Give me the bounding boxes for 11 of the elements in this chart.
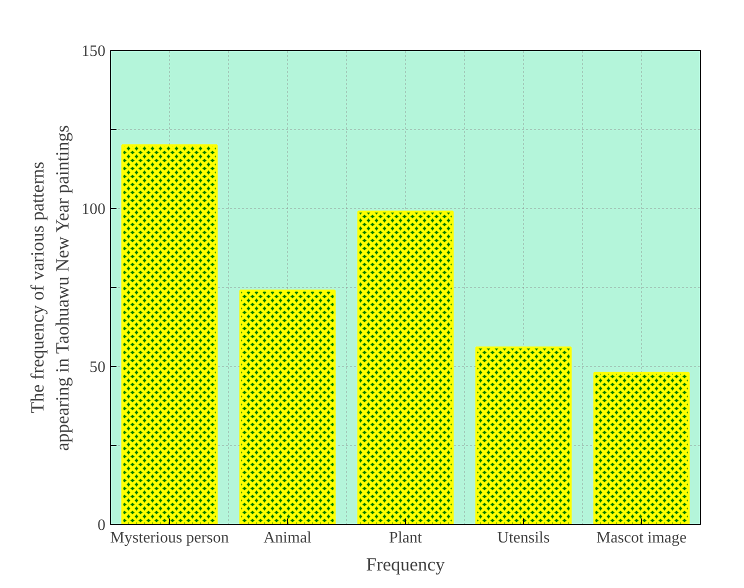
x-tick-label: Mysterious person <box>110 530 229 546</box>
x-tick-label: Plant <box>389 530 422 546</box>
y-tick-label: 0 <box>98 517 106 534</box>
y-tick-label: 50 <box>90 359 106 376</box>
x-tick-label: Mascot image <box>596 530 687 546</box>
y-tick-label: 100 <box>82 201 106 218</box>
x-tick-label: Animal <box>264 530 312 546</box>
y-axis-title: The frequency of various patterns appearing in Taohuawu New Year paintings <box>27 125 74 451</box>
y-tick-label: 150 <box>82 43 106 60</box>
x-axis-title: Frequency <box>366 554 446 576</box>
x-tick-label: Utensils <box>497 530 550 546</box>
